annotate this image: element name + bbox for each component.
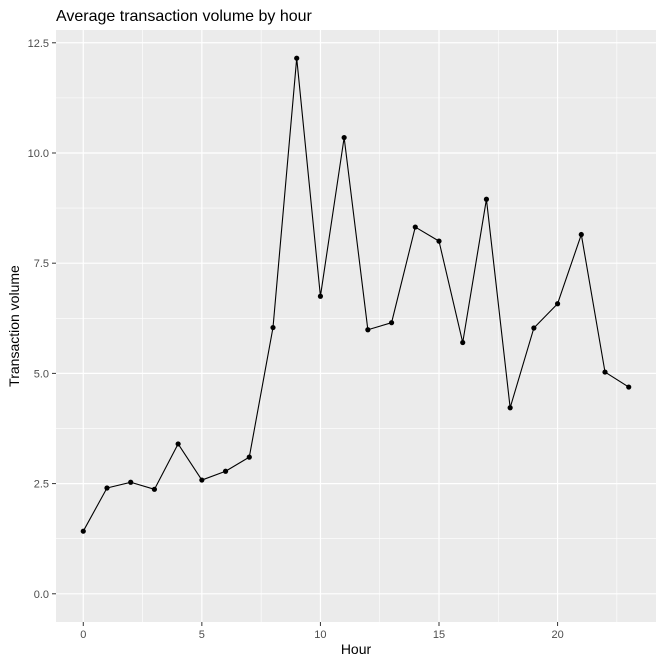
data-point — [388, 320, 395, 326]
y-tick-label: 2.5 — [34, 479, 49, 491]
data-point — [246, 454, 252, 460]
data-point — [270, 324, 276, 331]
x-axis: 0 5 10 15 20 — [80, 622, 564, 641]
data-point — [460, 339, 466, 346]
data-point — [80, 528, 86, 534]
chart-title: Average transaction volume by hour — [56, 8, 313, 25]
x-tick-label: 10 — [314, 629, 326, 641]
data-point — [222, 468, 229, 474]
data-point — [602, 369, 608, 375]
x-tick-label: 20 — [551, 629, 563, 641]
data-point — [317, 293, 324, 299]
grid-major-lines — [56, 30, 656, 622]
data-point — [175, 441, 181, 447]
data-point — [104, 485, 110, 491]
y-tick-label: 5.0 — [34, 368, 49, 380]
data-point — [483, 196, 490, 202]
data-point — [365, 327, 371, 333]
y-tick-label: 12.5 — [28, 38, 49, 50]
x-tick-label: 15 — [433, 629, 445, 641]
data-point — [128, 479, 134, 485]
data-point — [507, 405, 513, 411]
x-axis-title: Hour — [341, 641, 372, 657]
y-axis-title: Transaction volume — [6, 265, 22, 387]
data-point — [199, 477, 205, 483]
y-tick-label: 7.5 — [34, 258, 49, 270]
data-point — [294, 55, 300, 61]
series-line — [82, 57, 630, 532]
data-point — [578, 231, 584, 238]
data-point — [341, 134, 347, 141]
data-point — [436, 238, 442, 244]
data-point — [626, 384, 632, 390]
data-point — [412, 224, 418, 230]
series-layer — [80, 55, 632, 534]
y-tick-label: 0.0 — [34, 589, 49, 601]
y-axis: 0.0 2.5 5.0 7.5 10.0 12.5 — [28, 38, 56, 601]
grid-minor-lines — [56, 30, 656, 622]
plot-panel — [56, 30, 656, 622]
data-point — [151, 486, 158, 492]
data-point — [531, 325, 537, 331]
y-tick-label: 10.0 — [28, 148, 49, 160]
x-tick-label: 5 — [199, 629, 205, 641]
x-tick-label: 0 — [80, 629, 86, 641]
data-point — [554, 301, 561, 307]
